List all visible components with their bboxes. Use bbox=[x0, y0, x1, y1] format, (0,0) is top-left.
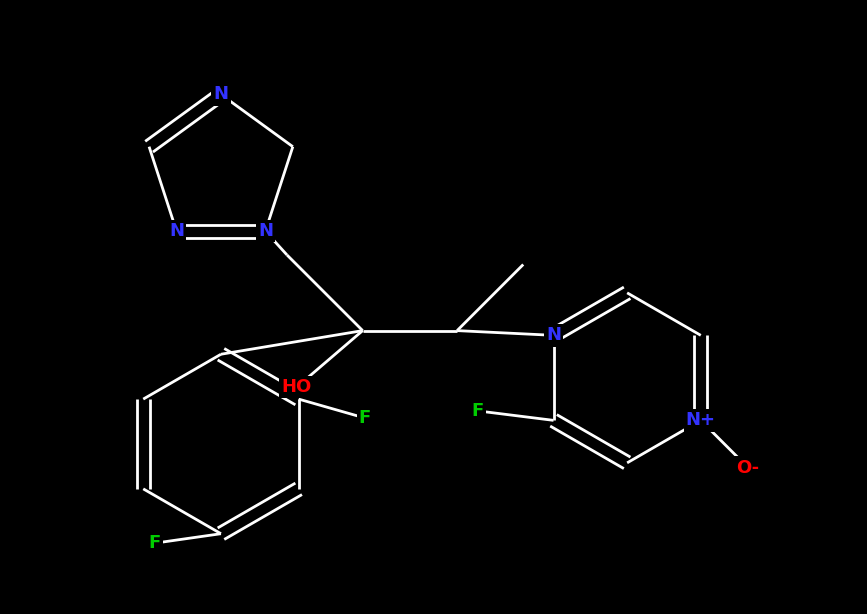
Text: F: F bbox=[359, 409, 371, 427]
Text: HO: HO bbox=[282, 378, 311, 396]
Text: N: N bbox=[213, 85, 229, 104]
Text: N+: N+ bbox=[686, 411, 716, 429]
Text: N: N bbox=[546, 326, 561, 344]
Text: N: N bbox=[169, 222, 184, 240]
Text: F: F bbox=[149, 534, 161, 552]
Text: F: F bbox=[472, 402, 484, 420]
Text: N: N bbox=[257, 222, 273, 240]
Text: O-: O- bbox=[736, 459, 759, 476]
